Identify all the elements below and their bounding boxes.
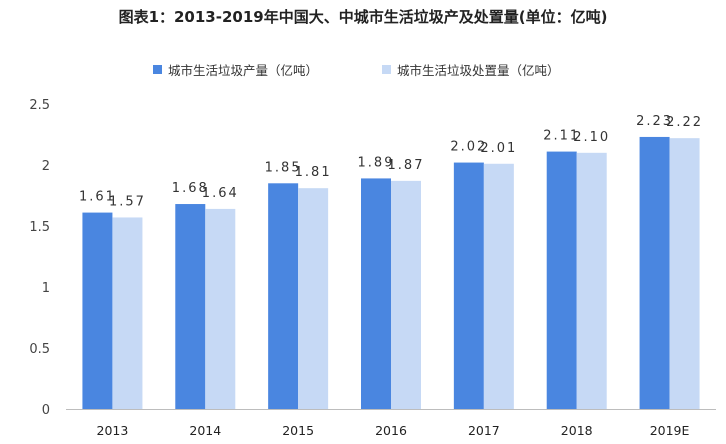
data-label: 1.85 <box>265 160 302 175</box>
x-tick-label: 2013 <box>97 423 129 438</box>
y-tick-label: 2 <box>42 159 50 174</box>
data-label: 1.87 <box>388 158 425 173</box>
x-tick-label: 2014 <box>189 423 221 438</box>
data-label: 2.10 <box>573 130 610 145</box>
data-label: 2.22 <box>666 115 703 130</box>
data-label: 1.89 <box>358 155 395 170</box>
bar <box>205 208 236 409</box>
x-tick-label: 2018 <box>561 423 593 438</box>
data-label: 2.23 <box>636 114 673 129</box>
y-tick-label: 1.5 <box>29 220 50 235</box>
bar <box>546 151 577 409</box>
y-tick-label: 0 <box>42 403 50 418</box>
y-tick-label: 1 <box>42 281 50 296</box>
bar <box>669 138 700 409</box>
x-tick-label: 2015 <box>282 423 314 438</box>
legend-swatch-disposal <box>382 65 391 74</box>
legend-item-production: 城市生活垃圾产量（亿吨） <box>153 60 318 79</box>
bar <box>268 183 299 409</box>
legend: 城市生活垃圾产量（亿吨） 城市生活垃圾处置量（亿吨） <box>0 60 726 82</box>
bar <box>391 180 421 409</box>
bar <box>112 217 143 409</box>
y-tick-label: 0.5 <box>29 342 50 357</box>
x-tick-label: 2019E <box>650 423 690 438</box>
bar <box>639 136 670 409</box>
bar <box>298 188 329 409</box>
data-label: 2.01 <box>480 141 517 156</box>
bar <box>576 152 607 410</box>
data-label: 1.68 <box>172 181 209 196</box>
x-tick-label: 2017 <box>468 423 500 438</box>
x-tick-label: 2016 <box>375 423 407 438</box>
legend-item-disposal: 城市生活垃圾处置量（亿吨） <box>382 60 560 79</box>
bar <box>82 212 113 409</box>
bar <box>453 162 484 409</box>
data-label: 2.11 <box>543 129 580 144</box>
data-label: 1.64 <box>202 186 239 201</box>
bar <box>483 163 514 409</box>
data-label: 2.02 <box>450 140 487 155</box>
bar <box>361 178 391 409</box>
chart-title: 图表1：2013-2019年中国大、中城市生活垃圾产及处置量(单位：亿吨) <box>118 8 608 26</box>
y-tick-label: 2.5 <box>29 98 50 113</box>
legend-label-production: 城市生活垃圾产量（亿吨） <box>168 63 319 78</box>
data-label: 1.81 <box>295 165 332 180</box>
legend-swatch-production <box>153 65 162 74</box>
bar <box>175 204 206 409</box>
data-label: 1.61 <box>79 190 116 205</box>
data-label: 1.57 <box>109 194 146 209</box>
legend-label-disposal: 城市生活垃圾处置量（亿吨） <box>397 63 560 78</box>
